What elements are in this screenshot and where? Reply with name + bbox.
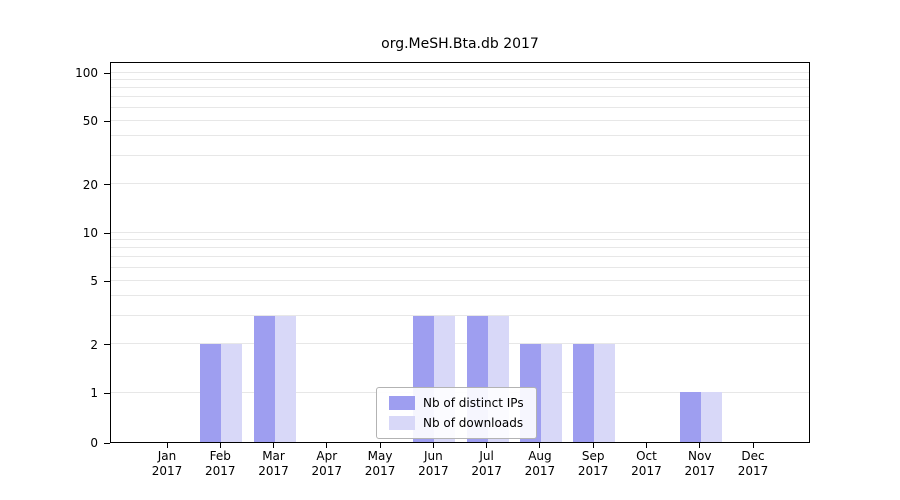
x-tick-label: Jun 2017 (418, 449, 449, 478)
bar-distinct-ips (253, 315, 275, 442)
x-tick-label: Aug 2017 (524, 449, 556, 478)
bar-downloads (274, 315, 296, 442)
chart-title: org.MeSH.Bta.db 2017 (381, 36, 539, 52)
y-tick-label: 2 (90, 337, 98, 352)
y-tick-mark (104, 392, 110, 394)
y-tick-mark (104, 184, 110, 186)
gridline (111, 247, 809, 249)
gridline (111, 155, 809, 157)
legend-label-distinct-ips: Nb of distinct IPs (423, 396, 524, 410)
gridline (111, 119, 809, 121)
gridline (111, 96, 809, 98)
gridline (111, 295, 809, 297)
x-tick-mark (645, 443, 647, 448)
bar-downloads (700, 392, 722, 442)
x-tick-mark (326, 443, 328, 448)
y-tick-mark (104, 280, 110, 282)
x-tick-label: Apr 2017 (311, 449, 343, 478)
legend-swatch-distinct-ips (389, 396, 415, 410)
bar-distinct-ips (200, 343, 222, 442)
x-tick-label: Jan 2017 (151, 449, 183, 478)
gridline (111, 87, 809, 89)
x-tick-label: Oct 2017 (631, 449, 662, 478)
y-tick-label: 20 (82, 177, 98, 192)
y-tick-label: 10 (82, 226, 98, 240)
y-tick-mark (104, 120, 110, 122)
x-tick-mark (273, 443, 275, 448)
gridline (111, 315, 809, 317)
gridline (111, 135, 809, 137)
y-tick-label: 50 (82, 114, 98, 129)
legend-label-downloads: Nb of downloads (423, 416, 524, 430)
bar-downloads (594, 343, 616, 442)
y-tick-label: 5 (90, 274, 98, 289)
x-tick-mark (539, 443, 541, 448)
legend-item-downloads: Nb of downloads (389, 416, 524, 430)
bar-downloads (540, 343, 562, 442)
x-tick-label: Dec 2017 (737, 449, 769, 478)
x-tick-mark (699, 443, 701, 448)
gridline (111, 279, 809, 281)
x-tick-mark (219, 443, 221, 448)
bar-distinct-ips (573, 343, 595, 442)
bar-distinct-ips (679, 392, 701, 442)
y-tick-mark (104, 232, 110, 234)
y-tick-mark (104, 442, 110, 444)
gridline (111, 78, 809, 80)
x-tick-label: Nov 2017 (684, 449, 715, 478)
gridline (111, 238, 809, 240)
plot-area: Nb of distinct IPs Nb of downloads (110, 62, 810, 443)
y-tick-label: 0 (90, 436, 98, 450)
x-tick-mark (432, 443, 434, 448)
gridline (111, 107, 809, 108)
legend-swatch-downloads (389, 416, 415, 430)
y-tick-mark (104, 72, 110, 74)
x-tick-label: Mar 2017 (258, 449, 289, 478)
gridline (111, 343, 809, 345)
x-tick-label: Feb 2017 (204, 449, 236, 478)
x-tick-label: Jul 2017 (471, 449, 502, 478)
legend: Nb of distinct IPs Nb of downloads (376, 387, 537, 439)
x-tick-mark (752, 443, 754, 448)
bar-downloads (221, 343, 243, 442)
gridline (111, 183, 809, 185)
legend-item-distinct-ips: Nb of distinct IPs (389, 396, 524, 410)
x-tick-mark (592, 443, 594, 448)
y-tick-mark (104, 344, 110, 346)
gridline (111, 267, 809, 268)
x-tick-mark (486, 443, 488, 448)
x-tick-mark (379, 443, 381, 448)
gridline (111, 256, 809, 258)
y-tick-label: 1 (90, 386, 98, 400)
x-tick-mark (166, 443, 168, 448)
x-tick-label: Sep 2017 (577, 449, 609, 478)
gridline (111, 231, 809, 233)
y-tick-label: 100 (75, 66, 98, 80)
gridline (111, 71, 809, 73)
x-tick-label: May 2017 (364, 449, 396, 478)
